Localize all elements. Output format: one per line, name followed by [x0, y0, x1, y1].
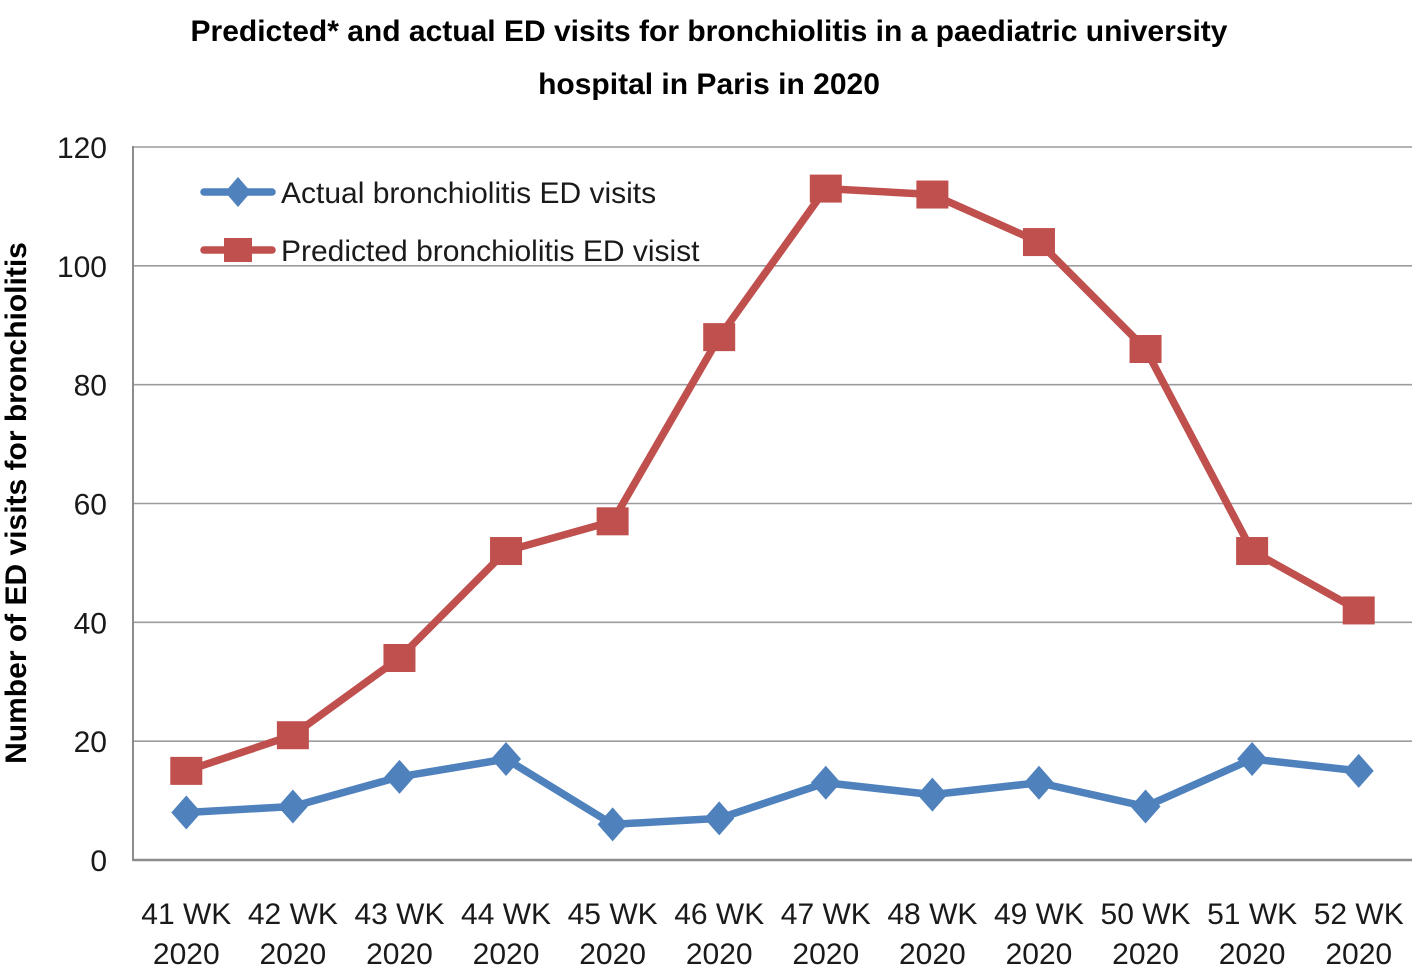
y-tick-labels: 0 20 40 60 80 100 120 [57, 132, 107, 878]
data-point-marker [170, 756, 203, 785]
legend-item-1: Predicted bronchiolitis ED visist [200, 235, 700, 268]
data-point-marker [810, 765, 841, 800]
series-group [170, 174, 1375, 842]
x-tick-label-year: 2020 [260, 938, 327, 970]
x-tick-label-week: 42 WK [248, 898, 338, 931]
y-tick-label: 120 [57, 132, 107, 165]
data-point-marker [1129, 335, 1162, 364]
gridlines [133, 146, 1412, 862]
data-point-marker [597, 807, 628, 842]
x-tick-label-year: 2020 [153, 938, 220, 970]
data-point-marker [277, 789, 308, 824]
data-point-marker [1236, 537, 1269, 566]
x-tick-label-year: 2020 [579, 938, 646, 970]
data-point-marker [916, 180, 949, 209]
series-line-0 [182, 755, 1363, 829]
data-point-marker [1342, 596, 1375, 625]
x-tick-label-year: 2020 [1112, 938, 1179, 970]
y-tick-label: 80 [74, 370, 107, 403]
data-point-marker [490, 537, 523, 566]
data-point-marker [917, 777, 948, 812]
series-line-1 [182, 184, 1363, 775]
data-point-marker [704, 801, 735, 836]
legend-diamond-marker-icon [225, 177, 251, 207]
y-tick-label: 20 [74, 726, 107, 759]
data-point-marker [1130, 789, 1161, 824]
x-tick-label-year: 2020 [899, 938, 966, 970]
x-tick-label-week: 52 WK [1314, 898, 1404, 931]
data-point-marker [809, 174, 842, 203]
x-tick-label-week: 49 WK [994, 898, 1084, 931]
data-point-marker [1023, 765, 1054, 800]
y-tick-label: 0 [90, 845, 107, 878]
x-tick-label-week: 47 WK [781, 898, 871, 931]
x-tick-label-week: 50 WK [1101, 898, 1191, 931]
data-point-marker [383, 643, 416, 672]
data-point-marker [384, 759, 415, 794]
data-point-marker [596, 507, 629, 536]
x-tick-label-week: 44 WK [461, 898, 551, 931]
y-axis-title: Number of ED visits for bronchiolitis [0, 242, 33, 764]
legend-square-marker-icon [224, 238, 252, 262]
x-tick-label-year: 2020 [366, 938, 433, 970]
data-point-marker [276, 721, 309, 750]
data-point-marker [1343, 753, 1374, 788]
x-tick-label-week: 43 WK [354, 898, 444, 931]
data-point-marker [1237, 741, 1268, 776]
x-tick-label-week: 48 WK [887, 898, 977, 931]
x-tick-label-week: 46 WK [674, 898, 764, 931]
data-point-marker [703, 323, 736, 352]
x-tick-label-year: 2020 [1006, 938, 1073, 970]
x-tick-label-year: 2020 [686, 938, 753, 970]
x-tick-label-year: 2020 [1219, 938, 1286, 970]
y-tick-label: 40 [74, 607, 107, 640]
x-tick-labels: 41 WK 2020 42 WK 2020 43 WK 2020 44 WK 2020 45 W… [141, 898, 1403, 970]
x-tick-label-week: 45 WK [568, 898, 658, 931]
x-tick-label-week: 51 WK [1207, 898, 1297, 931]
data-point-marker [491, 741, 522, 776]
x-tick-label-year: 2020 [473, 938, 540, 970]
data-point-marker [1022, 228, 1055, 257]
x-tick-label-year: 2020 [1325, 938, 1392, 970]
x-tick-label-year: 2020 [792, 938, 859, 970]
y-tick-label: 60 [74, 489, 107, 522]
y-tick-label: 100 [57, 251, 107, 284]
legend-label: Predicted bronchiolitis ED visist [281, 235, 700, 268]
legend-item-0: Actual bronchiolitis ED visits [200, 177, 656, 210]
data-point-marker [171, 795, 202, 830]
x-tick-label-week: 41 WK [141, 898, 231, 931]
legend: Actual bronchiolitis ED visits Predicted … [200, 177, 700, 268]
legend-label: Actual bronchiolitis ED visits [281, 177, 656, 210]
